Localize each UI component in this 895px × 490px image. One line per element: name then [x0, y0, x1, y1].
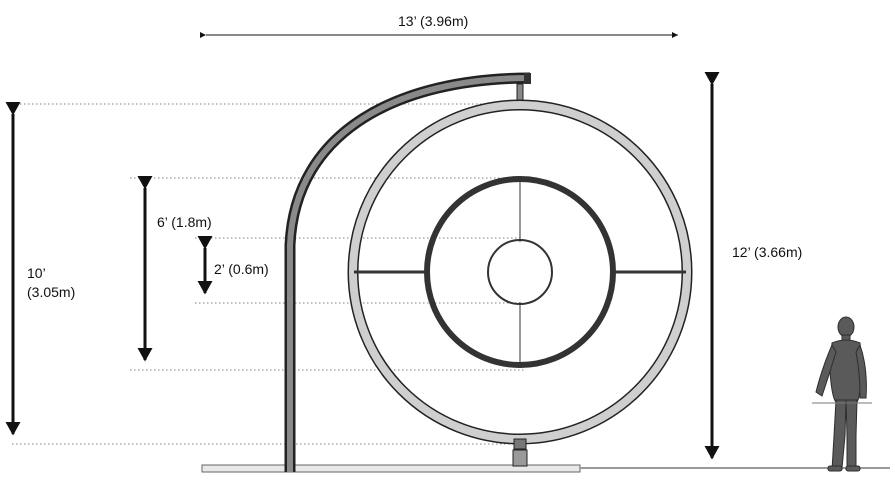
- width-label: 13’ (3.96m): [398, 13, 469, 29]
- total-height-label-line1: 10’: [27, 265, 46, 281]
- human-figure-icon: [815, 316, 867, 472]
- outer-ring-label: 6’ (1.8m): [157, 214, 212, 230]
- inner-ring-label: 2’ (0.6m): [214, 261, 269, 277]
- ground-base: [201, 464, 890, 473]
- inner-ring: [487, 239, 553, 305]
- overall-height-label: 12’ (3.66m): [732, 244, 803, 260]
- ring-spokes: [354, 182, 686, 366]
- total-height-label-line2: (3.05m): [27, 284, 76, 300]
- base-pedestal: [512, 438, 528, 467]
- middle-ring: [424, 176, 616, 368]
- dotted-guide-lines: [12, 103, 525, 445]
